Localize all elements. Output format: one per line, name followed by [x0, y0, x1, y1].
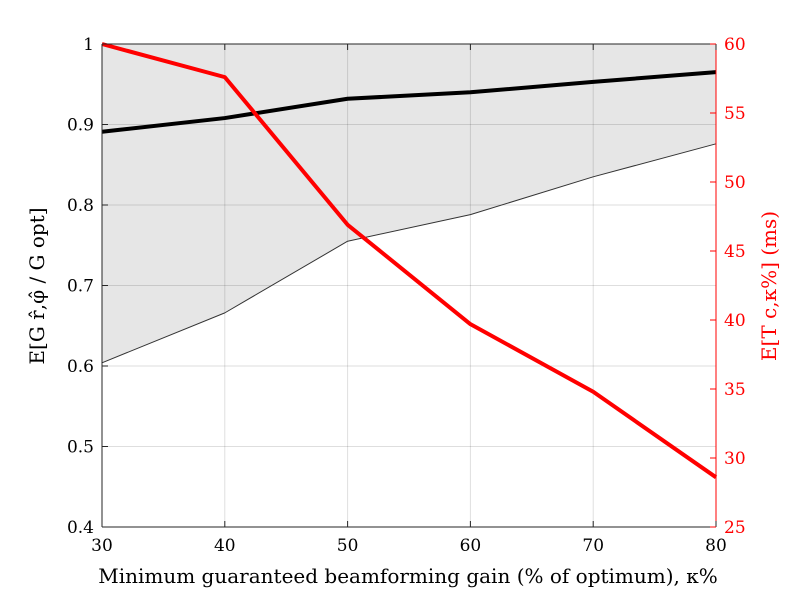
y-tick-label: 0.4: [67, 518, 94, 538]
y-tick-label: 0.9: [67, 116, 94, 136]
svg-text:E[T c,κ%] (ms): E[T c,κ%] (ms): [757, 211, 781, 361]
y2-axis-label: E[T c,κ%] (ms): [757, 211, 781, 361]
shaded-region: [102, 44, 716, 363]
series-line-2: [101, 42, 718, 479]
x-tick-label: 80: [705, 536, 727, 556]
y2-tick-label: 30: [724, 449, 746, 469]
x-tick-label: 30: [91, 536, 113, 556]
y-tick-label: 0.6: [67, 357, 94, 377]
x-tick-label: 70: [582, 536, 604, 556]
series-line-1: [101, 143, 717, 364]
y2-tick-label: 40: [724, 311, 746, 331]
x-axis-label: Minimum guaranteed beamforming gain (% o…: [98, 564, 718, 588]
y2-tick-label: 50: [724, 173, 746, 193]
x-tick-label: 50: [337, 536, 359, 556]
y2-tick-label: 45: [724, 242, 746, 262]
series-line-0: [101, 70, 717, 134]
y2-tick-label: 55: [724, 104, 746, 124]
y-tick-label: 0.8: [67, 196, 94, 216]
y-tick-label: 0.7: [67, 277, 94, 297]
y2-tick-label: 35: [724, 380, 746, 400]
x-tick-label: 40: [214, 536, 236, 556]
y2-tick-label: 25: [724, 518, 746, 538]
svg-text:E[G r̂,φ̂ / G opt]: E[G r̂,φ̂ / G opt]: [25, 207, 49, 364]
y-tick-label: 0.5: [67, 438, 94, 458]
plot-area: 30 40 50 60 70 80 0.4 0.5 0.6 0.7 0.8 0.9 1 25 30 35 40 4…: [67, 35, 746, 556]
y2-tick-label: 60: [724, 35, 746, 55]
y-axis-label: E[G r̂,φ̂ / G opt]: [25, 207, 49, 364]
y-tick-label: 1: [83, 35, 94, 55]
x-tick-label: 60: [460, 536, 482, 556]
